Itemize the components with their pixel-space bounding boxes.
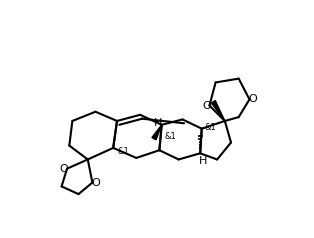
Polygon shape [152, 125, 162, 140]
Polygon shape [211, 100, 225, 121]
Text: &1: &1 [205, 123, 217, 132]
Text: O: O [91, 178, 100, 188]
Text: O: O [60, 164, 68, 174]
Text: O: O [248, 94, 257, 104]
Text: O: O [202, 101, 211, 111]
Text: &1: &1 [117, 147, 129, 156]
Text: H: H [199, 156, 208, 166]
Text: &1: &1 [165, 132, 176, 141]
Text: H: H [154, 118, 162, 128]
